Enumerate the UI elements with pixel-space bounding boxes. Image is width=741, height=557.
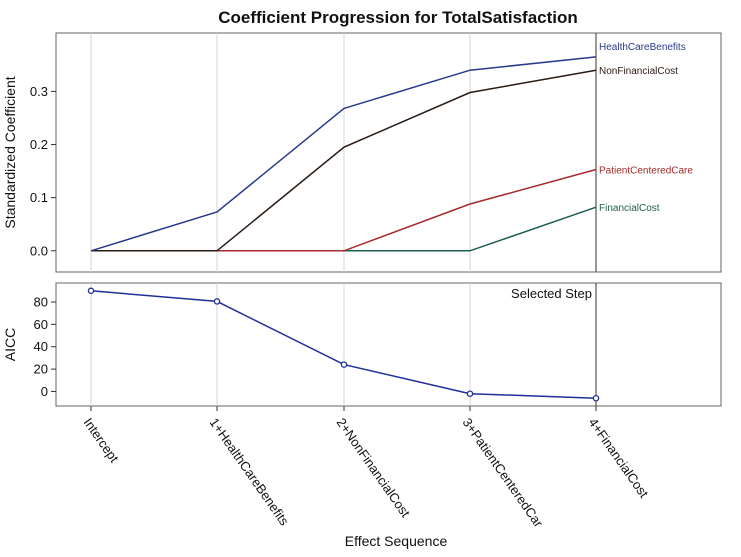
coefficient-panel-frame	[55, 32, 722, 273]
y-tick-label: 80	[34, 295, 48, 310]
aicc-gridlines	[90, 283, 597, 406]
aicc-point	[592, 394, 600, 402]
x-tick-label: 4+FinancialCost	[586, 415, 652, 501]
coefficient-gridlines	[90, 33, 597, 272]
coefficient-y-ticks: 0.0 0.1 0.2 0.3	[30, 84, 56, 258]
coefficient-y-axis-label: Standardized Coefficient	[2, 76, 18, 228]
y-tick-label: 0.3	[30, 84, 48, 99]
y-tick-label: 0.0	[30, 243, 48, 258]
series-label-patientcenteredcare: PatientCenteredCare	[599, 166, 693, 177]
y-tick-label: 0	[41, 384, 48, 399]
series-line-healthcarebenefits	[90, 56, 597, 252]
aicc-series	[87, 287, 600, 402]
x-axis-tick-labels: Intercept 1+HealthCareBenefits 2+NonFinanc…	[81, 406, 652, 531]
aicc-panel-frame	[55, 282, 722, 407]
x-tick-label: 1+HealthCareBenefits	[207, 415, 293, 528]
x-tick-label: 2+NonFinancialCost	[334, 415, 414, 520]
coefficient-series-lines	[90, 56, 597, 252]
y-tick-label: 0.1	[30, 190, 48, 205]
aicc-y-ticks: 0 20 40 60 80	[34, 295, 56, 399]
coefficient-panel: 0.0 0.1 0.2 0.3 HealthCareBenefits NonFinanc…	[2, 32, 722, 273]
y-tick-label: 0.2	[30, 137, 48, 152]
y-tick-label: 60	[34, 317, 48, 332]
aicc-panel: 0 20 40 60 80 AICC Selected Step	[2, 282, 722, 407]
series-label-financialcost: FinancialCost	[599, 203, 660, 214]
aicc-point	[87, 287, 95, 295]
aicc-point	[466, 390, 474, 397]
chart-title: Coefficient Progression for TotalSatisfa…	[218, 8, 578, 27]
aicc-point	[340, 361, 348, 368]
series-label-nonfinancialcost: NonFinancialCost	[599, 66, 678, 77]
y-tick-label: 20	[34, 362, 48, 377]
y-tick-label: 40	[34, 339, 48, 354]
series-line-nonfinancialcost	[91, 69, 597, 252]
aicc-y-axis-label: AICC	[2, 328, 18, 361]
series-label-healthcarebenefits: HealthCareBenefits	[599, 42, 686, 53]
x-tick-label: Intercept	[81, 415, 123, 465]
coefficient-series-labels: HealthCareBenefits NonFinancialCost Patien…	[599, 42, 693, 214]
selected-step-annotation: Selected Step	[511, 286, 592, 301]
x-tick-label: 3+PatientCenteredCar	[460, 415, 547, 530]
x-axis-label: Effect Sequence	[345, 533, 448, 549]
aicc-point	[213, 298, 221, 305]
